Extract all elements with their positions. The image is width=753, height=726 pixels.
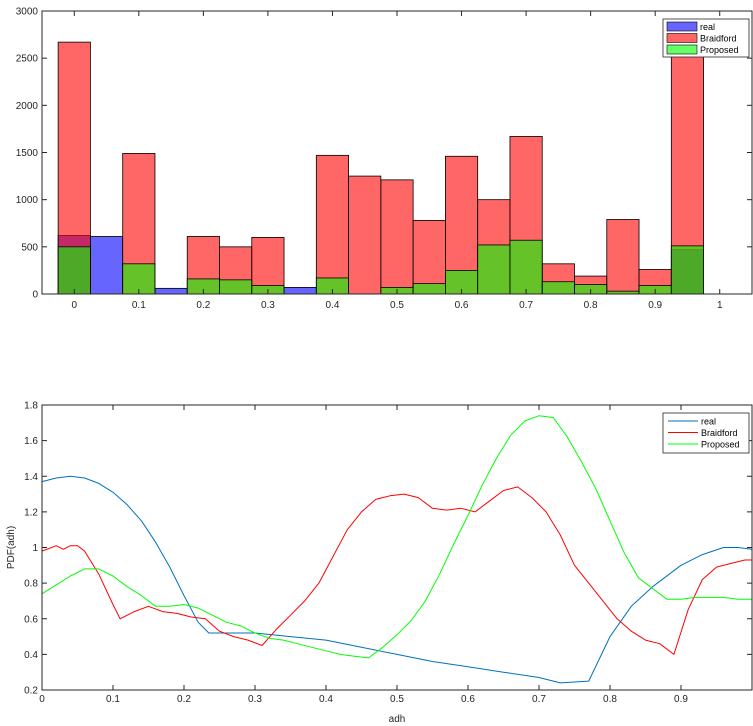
hist-legend-label-braidford: Braidford (700, 34, 737, 44)
pdf-ticks: 0 0.1 0.2 0.3 0.4 0.5 0.6 0.7 0.8 0.9 0.2 0.4 0.6 0.8… (24, 401, 752, 705)
hist-x-tick-label: 0.4 (326, 300, 340, 311)
pdf-x-tick-label: 0.3 (248, 694, 262, 705)
hist-legend-label-proposed: Proposed (700, 45, 739, 55)
hist-y-tick-label: 2500 (16, 54, 39, 65)
pdf-lines (41, 415, 753, 684)
pdf-legend-label-braidford: Braidford (701, 428, 738, 438)
pdf-y-tick-label: 0.8 (24, 579, 38, 590)
hist-bar-proposed-14 (509, 239, 543, 295)
hist-x-tick-label: 0 (71, 300, 77, 311)
hist-bar-real-1 (90, 236, 124, 295)
hist-y-tick-label: 3000 (16, 7, 39, 18)
hist-bar-real-3 (154, 287, 188, 295)
hist-legend-label-real: real (700, 22, 715, 32)
pdf-y-tick-label: 0.6 (24, 614, 38, 625)
hist-x-tick-label: 0.6 (455, 300, 469, 311)
pdf-y-tick-label: 1.4 (24, 472, 38, 483)
pdf-y-tick-label: 1 (32, 543, 38, 554)
hist-legend-swatch-braidford (666, 33, 698, 43)
hist-bar-braidford-11 (412, 220, 446, 295)
pdf-x-axis-label: adh (389, 714, 406, 725)
hist-bar-braidford-9 (348, 175, 382, 295)
pdf-y-tick-label: 1.6 (24, 436, 38, 447)
hist-bar-braidford-10 (380, 179, 414, 295)
pdf-y-tick-label: 1.8 (24, 401, 38, 412)
hist-bar-braidford-8 (315, 154, 349, 295)
pdf-legend-label-real: real (701, 417, 716, 427)
pdf-line-braidford (41, 486, 752, 655)
hist-x-tick-label: 0.8 (584, 300, 598, 311)
hist-x-tick-label: 0.2 (196, 300, 210, 311)
hist-bar-proposed-2 (122, 263, 156, 295)
hist-bar-proposed-0 (57, 246, 91, 295)
hist-bar-proposed-15 (541, 281, 575, 295)
pdf-x-tick-label: 0.4 (319, 694, 333, 705)
hist-bar-proposed-19 (670, 245, 704, 295)
pdf-x-tick-label: 0.7 (532, 694, 546, 705)
histogram-ticks: 0 0.1 0.2 0.3 0.4 0.5 0.6 0.7 0.8 0.9 1 0 500 1000 150… (16, 7, 752, 311)
pdf-line-proposed (41, 415, 752, 659)
hist-x-tick-label: 0.7 (519, 300, 533, 311)
hist-legend-swatch-real (666, 21, 698, 32)
histogram-panel: 0 0.1 0.2 0.3 0.4 0.5 0.6 0.7 0.8 0.9 1 0 500 1000 150… (16, 7, 753, 311)
hist-bar-proposed-13 (477, 244, 511, 295)
hist-y-tick-label: 0 (32, 290, 38, 301)
hist-x-tick-label: 0.9 (648, 300, 662, 311)
pdf-axes-box (42, 405, 752, 690)
hist-y-tick-label: 2000 (16, 101, 39, 112)
hist-bar-real-7 (283, 286, 317, 295)
pdf-panel: 0 0.1 0.2 0.3 0.4 0.5 0.6 0.7 0.8 0.9 0.2 0.4 0.6 0.8… (6, 401, 753, 725)
hist-bar-proposed-5 (219, 279, 253, 295)
pdf-x-tick-label: 0.1 (106, 694, 120, 705)
hist-x-tick-label: 0.5 (390, 300, 404, 311)
pdf-y-tick-label: 0.2 (24, 686, 38, 697)
pdf-y-tick-label: 0.4 (24, 650, 38, 661)
hist-x-tick-label: 0.1 (132, 300, 146, 311)
pdf-y-tick-label: 1.2 (24, 507, 38, 518)
hist-y-tick-label: 1000 (16, 195, 39, 206)
histogram-bars (57, 41, 704, 295)
pdf-x-tick-label: 0.8 (603, 694, 617, 705)
hist-y-tick-label: 500 (21, 242, 38, 253)
hist-y-tick-label: 1500 (16, 148, 39, 159)
pdf-y-axis-label: PDF(adh) (6, 526, 17, 569)
hist-bar-braidford-17 (606, 219, 640, 295)
pdf-line-real (41, 475, 753, 684)
pdf-x-tick-label: 0.2 (177, 694, 191, 705)
pdf-x-tick-label: 0.6 (461, 694, 475, 705)
pdf-x-tick-label: 0 (39, 694, 45, 705)
hist-bar-proposed-11 (412, 283, 446, 295)
pdf-x-tick-label: 0.5 (390, 694, 404, 705)
hist-legend-swatch-proposed (666, 44, 698, 55)
pdf-x-tick-label: 0.9 (674, 694, 688, 705)
pdf-legend-label-proposed: Proposed (701, 440, 740, 450)
hist-x-tick-label: 0.3 (261, 300, 275, 311)
hist-x-tick-label: 1 (717, 300, 723, 311)
